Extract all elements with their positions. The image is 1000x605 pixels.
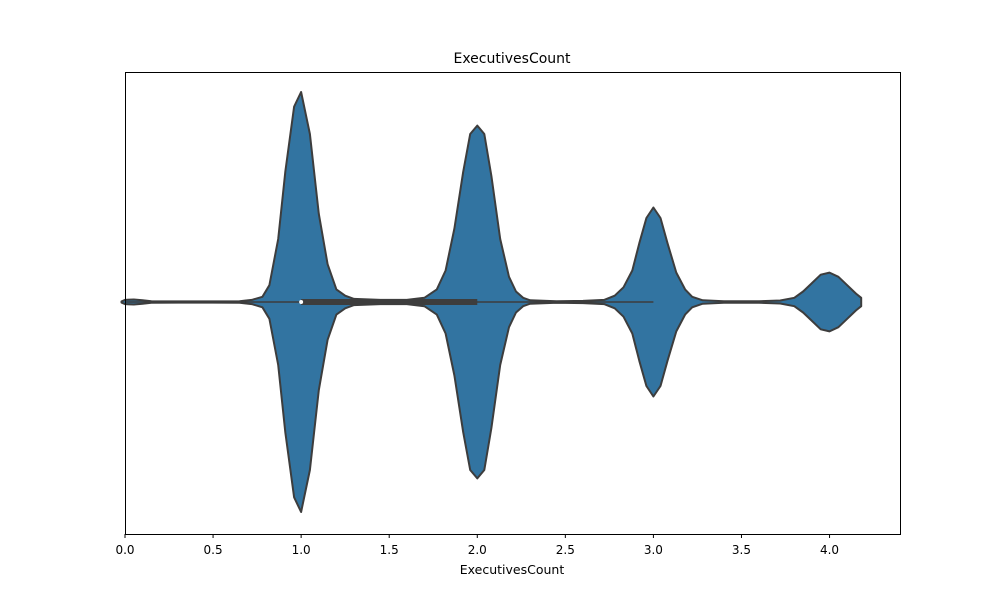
x-tick-label: 0.5 — [204, 543, 223, 557]
x-tick-label: 2.0 — [468, 543, 487, 557]
x-tick-label: 3.5 — [732, 543, 751, 557]
x-tick-label: 1.0 — [292, 543, 311, 557]
plot-frame — [125, 72, 901, 535]
x-tick-label: 0.0 — [115, 543, 134, 557]
x-tick-label: 2.5 — [556, 543, 575, 557]
x-tick-label: 3.0 — [644, 543, 663, 557]
x-tick-label: 1.5 — [380, 543, 399, 557]
x-axis-ticks: 0.0 0.5 1.0 1.5 2.0 2.5 3.0 3.5 4.0 — [115, 534, 839, 557]
box-median — [299, 300, 304, 304]
box-iqr — [301, 299, 478, 305]
x-tick-label: 4.0 — [820, 543, 839, 557]
x-axis-label: ExecutivesCount — [460, 562, 565, 577]
chart-title: ExecutivesCount — [453, 51, 571, 67]
